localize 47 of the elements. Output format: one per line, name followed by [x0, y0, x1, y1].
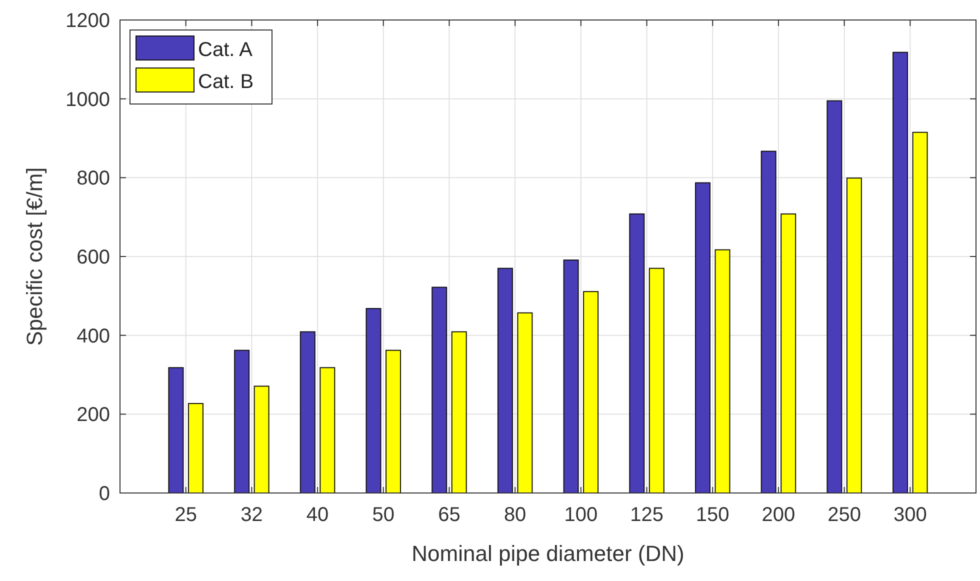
bar [892, 52, 908, 494]
bar [517, 312, 533, 494]
y-axis-title: Specific cost [€/m] [22, 167, 47, 346]
y-tick-label: 200 [76, 404, 110, 426]
x-tick-label: 100 [564, 504, 598, 526]
bar [497, 268, 513, 494]
bar [760, 150, 776, 494]
bar [780, 213, 796, 494]
x-tick-label: 300 [893, 504, 927, 526]
bar [563, 260, 579, 494]
bar [320, 367, 336, 494]
bar [366, 308, 382, 494]
x-tick-label: 80 [504, 504, 526, 526]
bar [648, 268, 664, 494]
bar [432, 286, 448, 494]
y-tick-label: 400 [76, 325, 110, 348]
bar [300, 331, 316, 494]
bar [451, 331, 467, 494]
y-tick-label: 1000 [66, 88, 110, 111]
x-tick-label: 25 [174, 504, 197, 526]
bar [188, 403, 204, 494]
bar [912, 132, 928, 494]
y-tick-label: 600 [76, 246, 110, 268]
bar [168, 367, 184, 494]
bar [694, 182, 710, 494]
y-tick-label: 800 [76, 168, 110, 190]
x-tick-label: 200 [762, 504, 796, 526]
bar [234, 350, 250, 494]
x-tick-label: 32 [240, 504, 263, 526]
x-tick-label: 150 [696, 504, 730, 526]
bar [386, 350, 402, 494]
bar [254, 386, 270, 494]
legend-label: Cat. A [198, 39, 254, 61]
bar [846, 178, 862, 494]
x-tick-label: 40 [306, 504, 329, 526]
x-tick-label: 50 [372, 504, 395, 526]
y-tick-label: 1200 [66, 10, 110, 32]
y-tick-label: 0 [98, 483, 110, 505]
legend-label: Cat. B [198, 71, 254, 93]
x-tick-label: 250 [828, 504, 861, 526]
bar [826, 100, 842, 494]
x-axis-title: Nominal pipe diameter (DN) [412, 541, 684, 566]
bar [583, 291, 599, 494]
bar [629, 213, 645, 494]
bar [714, 249, 730, 494]
x-tick-label: 125 [630, 504, 664, 526]
x-tick-label: 65 [438, 504, 460, 526]
